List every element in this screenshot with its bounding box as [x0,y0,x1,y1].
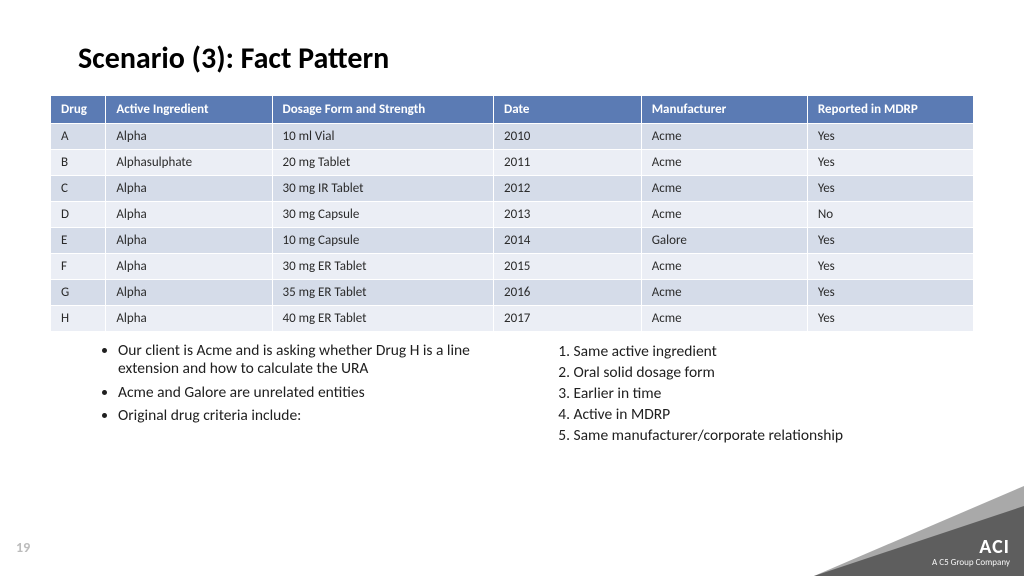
table-body: AAlpha10 ml Vial2010AcmeYes BAlphasulpha… [51,124,974,332]
table-row: DAlpha30 mg Capsule2013AcmeNo [51,202,974,228]
cell: 30 mg Capsule [272,202,494,228]
cell: 2016 [494,280,642,306]
bullet-list: Our client is Acme and is asking whether… [100,342,520,447]
col-header: Date [494,96,642,124]
page-number: 19 [16,539,30,556]
table-row: GAlpha35 mg ER Tablet2016AcmeYes [51,280,974,306]
cell: B [51,150,106,176]
cell: Yes [807,306,973,332]
cell: H [51,306,106,332]
brand-tagline: A C5 Group Company [932,557,1010,568]
table-header-row: Drug Active Ingredient Dosage Form and S… [51,96,974,124]
cell: Galore [641,228,807,254]
cell: Alphasulphate [106,150,272,176]
slide-content: Scenario (3): Fact Pattern Drug Active I… [0,0,1024,467]
cell: 30 mg IR Tablet [272,176,494,202]
cell: 30 mg ER Tablet [272,254,494,280]
cell: No [807,202,973,228]
table-row: AAlpha10 ml Vial2010AcmeYes [51,124,974,150]
cell: 2010 [494,124,642,150]
table-row: HAlpha40 mg ER Tablet2017AcmeYes [51,306,974,332]
numbered-item: Same manufacturer/corporate relationship [574,426,970,447]
cell: Alpha [106,124,272,150]
numbered-item: Active in MDRP [574,405,970,426]
numbered-item: Oral solid dosage form [574,363,970,384]
cell: Acme [641,150,807,176]
col-header: Drug [51,96,106,124]
below-content: Our client is Acme and is asking whether… [50,342,974,447]
cell: Yes [807,124,973,150]
cell: Yes [807,280,973,306]
slide-title: Scenario (3): Fact Pattern [50,40,974,77]
drug-table: Drug Active Ingredient Dosage Form and S… [50,95,974,332]
cell: 2017 [494,306,642,332]
cell: 2012 [494,176,642,202]
table-row: EAlpha10 mg Capsule2014GaloreYes [51,228,974,254]
col-header: Manufacturer [641,96,807,124]
cell: 10 mg Capsule [272,228,494,254]
numbered-item: Same active ingredient [574,342,970,363]
cell: Acme [641,254,807,280]
cell: Alpha [106,176,272,202]
cell: Yes [807,150,973,176]
cell: Alpha [106,306,272,332]
cell: Yes [807,176,973,202]
brand-block: ACI A C5 Group Company [932,537,1010,568]
cell: D [51,202,106,228]
cell: Yes [807,228,973,254]
cell: Alpha [106,228,272,254]
cell: Acme [641,280,807,306]
cell: 20 mg Tablet [272,150,494,176]
bullet-item: Acme and Galore are unrelated entities [118,384,520,402]
brand-logo: ACI [932,537,1010,557]
cell: Acme [641,176,807,202]
col-header: Active Ingredient [106,96,272,124]
numbered-list: Same active ingredient Oral solid dosage… [550,342,970,447]
cell: 2013 [494,202,642,228]
bullet-item: Original drug criteria include: [118,407,520,425]
numbered-item: Earlier in time [574,384,970,405]
cell: 10 ml Vial [272,124,494,150]
col-header: Reported in MDRP [807,96,973,124]
bullet-item: Our client is Acme and is asking whether… [118,342,520,378]
cell: Acme [641,202,807,228]
cell: Acme [641,124,807,150]
cell: Alpha [106,254,272,280]
cell: Alpha [106,202,272,228]
cell: E [51,228,106,254]
table-row: FAlpha30 mg ER Tablet2015AcmeYes [51,254,974,280]
table-row: BAlphasulphate20 mg Tablet2011AcmeYes [51,150,974,176]
cell: 40 mg ER Tablet [272,306,494,332]
cell: 2015 [494,254,642,280]
cell: G [51,280,106,306]
cell: F [51,254,106,280]
cell: 2011 [494,150,642,176]
cell: 2014 [494,228,642,254]
col-header: Dosage Form and Strength [272,96,494,124]
cell: C [51,176,106,202]
cell: Yes [807,254,973,280]
cell: Acme [641,306,807,332]
table-row: CAlpha30 mg IR Tablet2012AcmeYes [51,176,974,202]
cell: 35 mg ER Tablet [272,280,494,306]
cell: A [51,124,106,150]
cell: Alpha [106,280,272,306]
corner-branding: ACI A C5 Group Company [814,486,1024,576]
